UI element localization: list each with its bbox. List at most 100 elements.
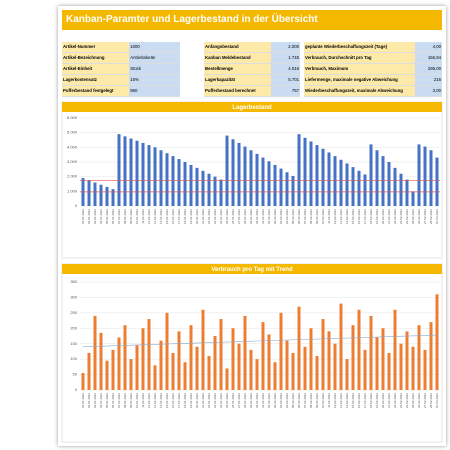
cell-value: Antriebskette xyxy=(129,53,180,63)
x-tick-label: 01.01.2022 xyxy=(81,209,85,224)
cell-value: 5.701 xyxy=(270,75,300,85)
y-tick-label: 200 xyxy=(70,325,77,330)
bar xyxy=(429,322,433,390)
bar xyxy=(237,343,241,390)
bar xyxy=(111,349,115,390)
x-tick-label: 25.01.2022 xyxy=(225,393,229,408)
bar xyxy=(207,173,211,206)
bar xyxy=(165,312,169,390)
bar xyxy=(399,343,403,390)
cell-value: 757 xyxy=(270,86,300,96)
bar xyxy=(219,319,223,390)
x-tick-label: 20.02.2022 xyxy=(381,393,385,408)
y-tick-label: 300 xyxy=(70,294,77,299)
x-tick-label: 20.01.2022 xyxy=(195,209,199,224)
bar xyxy=(201,309,205,390)
x-tick-label: 22.01.2022 xyxy=(207,209,211,224)
bar xyxy=(327,331,331,390)
cell-label: Anfangsbestand xyxy=(204,42,271,52)
x-tick-label: 18.01.2022 xyxy=(183,209,187,224)
bar xyxy=(309,328,313,390)
table-row: Wiederbeschaffungszeit, maximale Abweich… xyxy=(304,86,442,97)
x-tick-label: 17.02.2022 xyxy=(363,393,367,408)
cell-label: Pufferbestand berechnet xyxy=(204,86,271,96)
bar xyxy=(207,356,211,390)
x-tick-label: 13.01.2022 xyxy=(153,209,157,224)
x-tick-label: 23.01.2022 xyxy=(213,393,217,408)
x-tick-label: 05.01.2022 xyxy=(105,393,109,408)
x-tick-label: 11.01.2022 xyxy=(141,209,145,224)
cell-value: Stück xyxy=(129,64,180,74)
x-tick-label: 28.02.2022 xyxy=(429,393,433,408)
x-tick-label: 04.01.2022 xyxy=(99,209,103,224)
cell-value: 2.000 xyxy=(270,42,300,52)
y-tick-label: 0 xyxy=(75,203,78,208)
bar xyxy=(117,337,121,390)
bar xyxy=(333,156,337,206)
x-tick-label: 25.01.2022 xyxy=(225,209,229,224)
bar xyxy=(357,170,361,206)
x-tick-label: 28.02.2022 xyxy=(429,209,433,224)
bar xyxy=(417,325,421,390)
cell-label: Wiederbeschaffungszeit, maximale Abweich… xyxy=(304,86,415,96)
bar xyxy=(363,174,367,206)
table-row: Anfangsbestand 2.000 xyxy=(204,42,300,53)
x-tick-label: 08.02.2022 xyxy=(309,393,313,408)
bar xyxy=(423,349,427,390)
x-tick-label: 10.02.2022 xyxy=(321,393,325,408)
cell-label: Kanban Meldebestand xyxy=(204,53,271,63)
bar xyxy=(105,360,109,390)
x-tick-label: 22.02.2022 xyxy=(393,393,397,408)
y-tick-label: 100 xyxy=(70,356,77,361)
bar xyxy=(297,306,301,390)
bar xyxy=(153,147,157,206)
bar xyxy=(171,352,175,390)
bar xyxy=(129,138,133,206)
bar xyxy=(147,145,151,206)
x-tick-label: 03.01.2022 xyxy=(93,209,97,224)
x-tick-label: 03.02.2022 xyxy=(279,393,283,408)
cell-label: Bestellmenge xyxy=(204,64,271,74)
cell-label: Artikel-Nummer xyxy=(62,42,130,52)
x-tick-label: 08.01.2022 xyxy=(123,393,127,408)
x-tick-label: 03.02.2022 xyxy=(279,209,283,224)
chart-title: Lagerbestand xyxy=(232,105,272,111)
x-tick-label: 26.01.2022 xyxy=(231,393,235,408)
bar xyxy=(189,325,193,390)
bar xyxy=(261,322,265,390)
bar xyxy=(123,136,127,206)
bar xyxy=(375,150,379,206)
bar xyxy=(99,332,103,390)
table-row: Artikel-Einheit Stück xyxy=(62,64,180,75)
bar xyxy=(429,150,433,206)
bar xyxy=(285,340,289,390)
bar xyxy=(399,173,403,206)
bar xyxy=(303,137,307,206)
x-tick-label: 04.01.2022 xyxy=(99,393,103,408)
x-tick-label: 09.01.2022 xyxy=(129,209,133,224)
y-tick-label: 350 xyxy=(70,279,77,284)
table-row: Pufferbestand berechnet 757 xyxy=(204,86,300,97)
bar xyxy=(297,134,301,206)
x-tick-label: 07.02.2022 xyxy=(303,393,307,408)
bar xyxy=(411,346,415,390)
bar xyxy=(171,156,175,206)
cell-label: Artikel-Bezeichnung xyxy=(62,53,130,63)
x-tick-label: 17.01.2022 xyxy=(177,393,181,408)
x-tick-label: 14.02.2022 xyxy=(345,393,349,408)
bar xyxy=(405,331,409,390)
x-tick-label: 18.01.2022 xyxy=(183,393,187,408)
cell-label: Verbrauch, Durchschnitt pro Tag xyxy=(304,53,415,63)
x-tick-label: 20.02.2022 xyxy=(381,209,385,224)
table-row: Verbrauch, Maximum 295,00 xyxy=(304,64,442,75)
sheet: Kanban-Paramter und Lagerbestand in der … xyxy=(58,6,446,446)
bar xyxy=(315,356,319,390)
x-tick-label: 11.02.2022 xyxy=(327,209,331,224)
x-tick-label: 02.02.2022 xyxy=(273,393,277,408)
bar xyxy=(87,180,91,206)
x-tick-label: 13.01.2022 xyxy=(153,393,157,408)
x-tick-label: 15.02.2022 xyxy=(351,209,355,224)
x-tick-label: 16.02.2022 xyxy=(357,393,361,408)
bar xyxy=(291,352,295,390)
chart-title: Verbrauch pro Tag mit Trend xyxy=(211,267,293,273)
